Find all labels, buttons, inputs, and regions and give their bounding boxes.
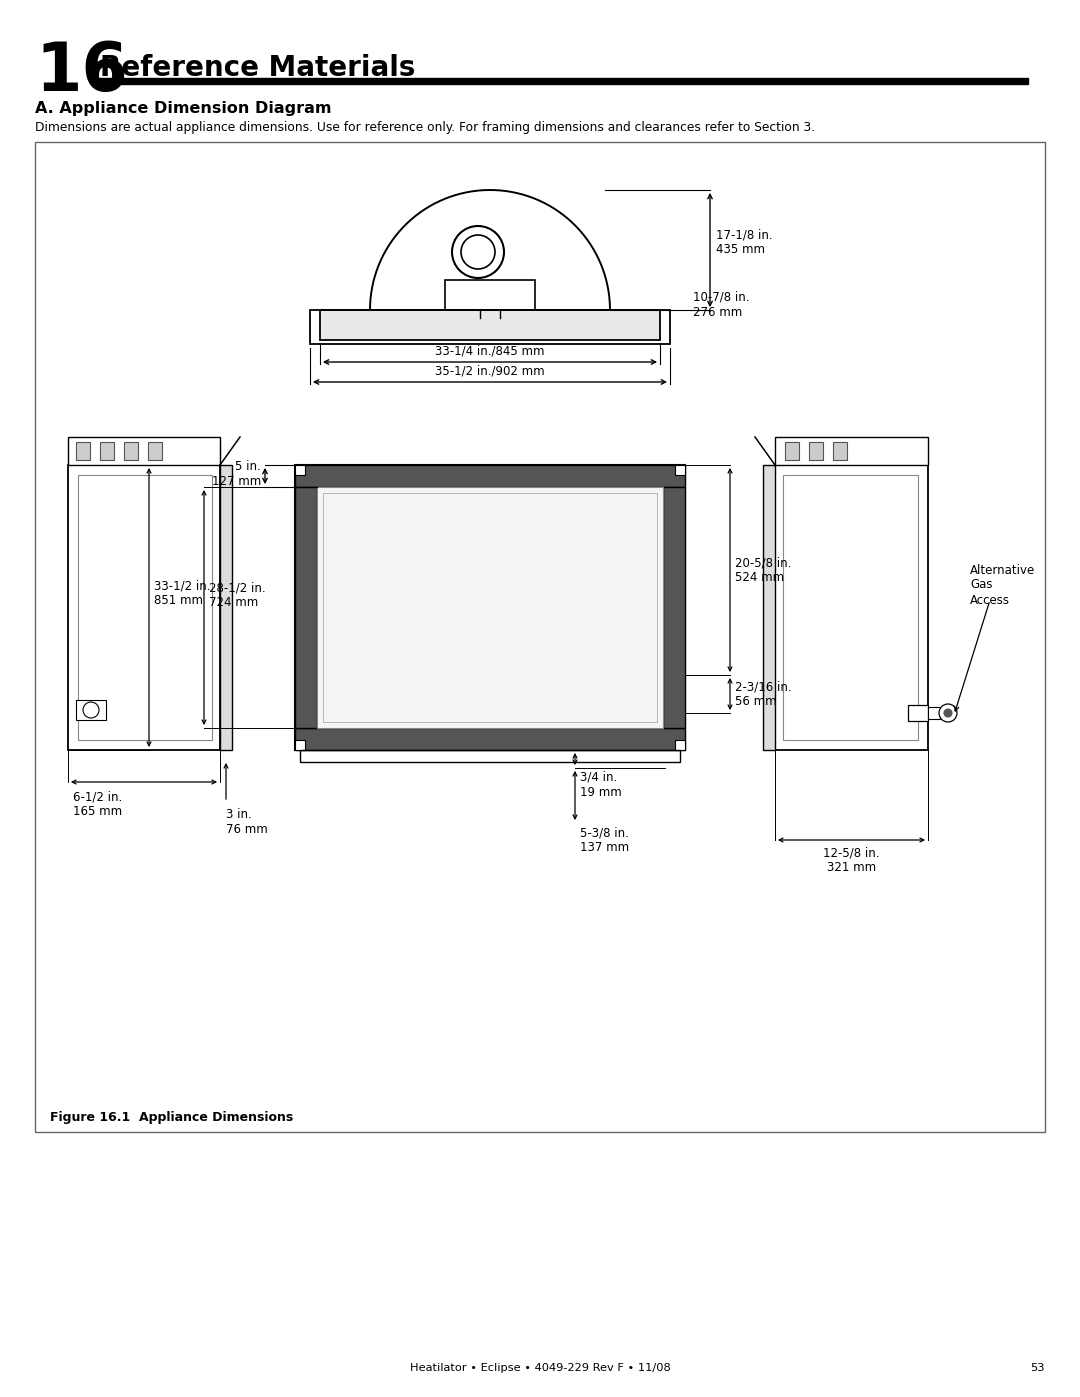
Bar xyxy=(320,310,660,339)
Bar xyxy=(762,465,775,750)
Bar xyxy=(675,740,685,750)
Text: Heatilator • Eclipse • 4049-229 Rev F • 11/08: Heatilator • Eclipse • 4049-229 Rev F • … xyxy=(409,1363,671,1373)
Text: 33-1/2 in.
851 mm: 33-1/2 in. 851 mm xyxy=(154,580,211,608)
Bar xyxy=(323,493,657,722)
Circle shape xyxy=(461,235,495,270)
Bar xyxy=(809,441,823,460)
Text: 2-3/16 in.
56 mm: 2-3/16 in. 56 mm xyxy=(735,680,792,708)
Bar xyxy=(100,441,114,460)
Text: 33-1/4 in./845 mm: 33-1/4 in./845 mm xyxy=(435,344,544,358)
Text: 35-1/2 in./902 mm: 35-1/2 in./902 mm xyxy=(435,365,544,377)
Text: 3/4 in.
19 mm: 3/4 in. 19 mm xyxy=(580,771,622,799)
Bar xyxy=(295,728,685,750)
Bar xyxy=(783,475,918,740)
Bar xyxy=(295,465,685,488)
Text: Dimensions are actual appliance dimensions. Use for reference only. For framing : Dimensions are actual appliance dimensio… xyxy=(35,122,815,134)
Bar xyxy=(300,750,680,761)
Text: 20-5/8 in.
524 mm: 20-5/8 in. 524 mm xyxy=(735,556,792,584)
Bar xyxy=(295,740,305,750)
Text: 3 in.
76 mm: 3 in. 76 mm xyxy=(226,807,268,835)
Text: Reference Materials: Reference Materials xyxy=(100,54,416,82)
Bar xyxy=(775,465,928,750)
Bar xyxy=(76,441,90,460)
Bar xyxy=(445,279,535,310)
Bar xyxy=(318,488,663,728)
Bar xyxy=(78,475,212,740)
Text: 10-7/8 in.
276 mm: 10-7/8 in. 276 mm xyxy=(693,291,750,319)
Bar xyxy=(98,78,1028,84)
Bar xyxy=(295,488,318,728)
Bar xyxy=(663,488,685,728)
Bar xyxy=(35,142,1045,1132)
Bar xyxy=(124,441,138,460)
Bar xyxy=(908,705,928,721)
Bar xyxy=(295,465,305,475)
Bar xyxy=(775,437,928,465)
Bar xyxy=(785,441,799,460)
Bar xyxy=(675,465,685,475)
Circle shape xyxy=(944,710,951,717)
Text: 28-1/2 in.
724 mm: 28-1/2 in. 724 mm xyxy=(210,581,266,609)
Text: Figure 16.1  Appliance Dimensions: Figure 16.1 Appliance Dimensions xyxy=(50,1112,294,1125)
Bar xyxy=(310,310,670,344)
Text: 12-5/8 in.
321 mm: 12-5/8 in. 321 mm xyxy=(823,847,880,875)
Bar xyxy=(833,441,847,460)
Text: A. Appliance Dimension Diagram: A. Appliance Dimension Diagram xyxy=(35,101,332,116)
Text: 5 in.
127 mm: 5 in. 127 mm xyxy=(212,460,261,488)
Bar xyxy=(928,707,940,719)
Circle shape xyxy=(939,704,957,722)
Bar xyxy=(68,437,220,465)
Text: 53: 53 xyxy=(1030,1363,1045,1373)
Bar xyxy=(148,441,162,460)
Bar xyxy=(295,465,685,750)
Text: Alternative
Gas
Access: Alternative Gas Access xyxy=(970,563,1036,606)
Bar xyxy=(220,465,232,750)
Bar xyxy=(68,465,220,750)
Text: 6-1/2 in.
165 mm: 6-1/2 in. 165 mm xyxy=(73,789,122,819)
Text: 5-3/8 in.
137 mm: 5-3/8 in. 137 mm xyxy=(580,826,630,854)
Text: 17-1/8 in.
435 mm: 17-1/8 in. 435 mm xyxy=(716,228,772,256)
Circle shape xyxy=(453,226,504,278)
Bar xyxy=(76,700,106,719)
Text: 16: 16 xyxy=(35,39,127,105)
